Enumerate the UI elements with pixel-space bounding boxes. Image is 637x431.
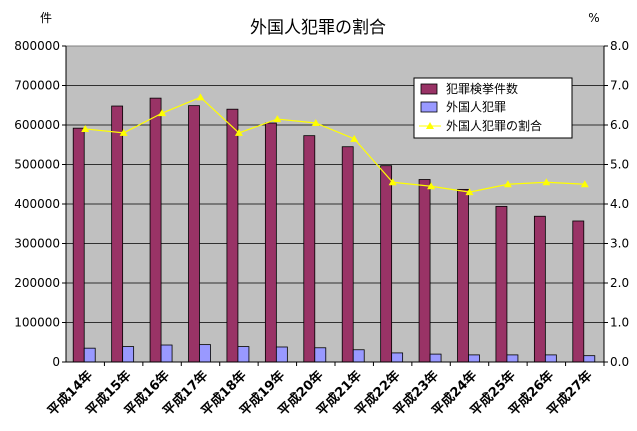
bar-crime [226, 108, 239, 363]
bar-crime [572, 220, 585, 363]
bar-crime [264, 122, 277, 363]
bar-crime [72, 127, 85, 363]
y-left-tick-label: 500000 [14, 158, 60, 172]
y-left-tick-label: 300000 [14, 237, 60, 251]
legend-label-foreign: 外国人犯罪 [446, 100, 506, 114]
y-right-tick-label: 4.0 [610, 197, 629, 211]
ratio-point [158, 109, 167, 117]
ratio-point [465, 188, 474, 196]
ratio-point [542, 178, 551, 186]
bar-foreign [237, 346, 250, 363]
legend-box [413, 77, 573, 139]
bar-foreign [544, 354, 557, 363]
legend-label-crime: 犯罪検挙件数 [446, 81, 518, 96]
y-right-tick-label: 2.0 [610, 276, 629, 290]
y-left-tick-label: 200000 [14, 276, 60, 290]
y-left-tick-label: 600000 [14, 118, 60, 132]
ratio-point [503, 180, 512, 188]
ratio-point [81, 124, 90, 132]
y-left-tick-label: 0 [52, 355, 60, 369]
ratio-point [350, 134, 359, 142]
y-right-tick-label: 1.0 [610, 316, 629, 330]
y-left-tick-label: 700000 [14, 79, 60, 93]
ratio-point [427, 182, 436, 190]
bar-crime [380, 165, 393, 363]
y-right-unit: % [588, 11, 599, 25]
y-right-tick-label: 7.0 [610, 79, 629, 93]
chart-title: 外国人犯罪の割合 [250, 18, 386, 38]
legend-swatch-crime [420, 83, 438, 95]
ratio-point [311, 119, 320, 127]
bar-foreign [391, 352, 404, 363]
x-axis: 平成14年平成15年平成16年平成17年平成18年平成19年平成20年平成21年… [44, 361, 605, 419]
y-left-tick-label: 400000 [14, 197, 60, 211]
legend-swatch-foreign [420, 101, 438, 113]
y-right-tick-label: 3.0 [610, 237, 629, 251]
bar-crime [149, 97, 162, 363]
bar-crime [418, 179, 431, 363]
bar-crime [341, 146, 354, 363]
y-left-unit: 件 [40, 11, 52, 25]
bar-foreign [160, 344, 173, 363]
y-right-tick-label: 0.0 [610, 355, 629, 369]
ratio-point [234, 128, 243, 136]
bar-crime [188, 105, 200, 363]
y-left-axis: 0 100000 200000 300000 400000 500000 600000 700… [14, 39, 67, 369]
y-right-tick-label: 8.0 [610, 39, 629, 53]
bar-foreign [122, 346, 135, 363]
bar-foreign [352, 349, 365, 363]
bar-crime [303, 135, 316, 363]
bar-foreign [275, 346, 288, 363]
ratio-point [273, 115, 282, 123]
bar-foreign [506, 354, 519, 363]
y-left-tick-label: 800000 [14, 39, 60, 53]
bar-crime [495, 205, 508, 363]
ratio-point [580, 180, 589, 188]
bar-crime [457, 188, 469, 363]
ratio-point [388, 178, 397, 186]
y-right-tick-label: 5.0 [610, 158, 629, 172]
bar-crime [111, 105, 124, 363]
ratio-point [196, 93, 205, 101]
ratio-line [81, 93, 589, 196]
legend-swatch-ratio-marker [426, 122, 434, 129]
bar-foreign [83, 347, 96, 363]
y-right-axis: 0.0 1.0 2.0 3.0 4.0 5.0 6.0 7.0 8.0 [603, 39, 629, 369]
legend: 犯罪検挙件数 外国人犯罪 外国人犯罪の割合 [413, 77, 573, 139]
legend-label-ratio: 外国人犯罪の割合 [446, 118, 542, 133]
bar-foreign [314, 347, 327, 363]
bar-foreign [199, 344, 211, 363]
ratio-polyline [85, 96, 585, 193]
y-left-tick-label: 100000 [14, 316, 60, 330]
y-right-tick-label: 6.0 [610, 118, 629, 132]
bar-foreign [429, 353, 442, 363]
ratio-point [119, 128, 128, 136]
bar-foreign [583, 355, 596, 363]
bar-foreign [468, 354, 480, 363]
bar-crime [533, 215, 546, 363]
